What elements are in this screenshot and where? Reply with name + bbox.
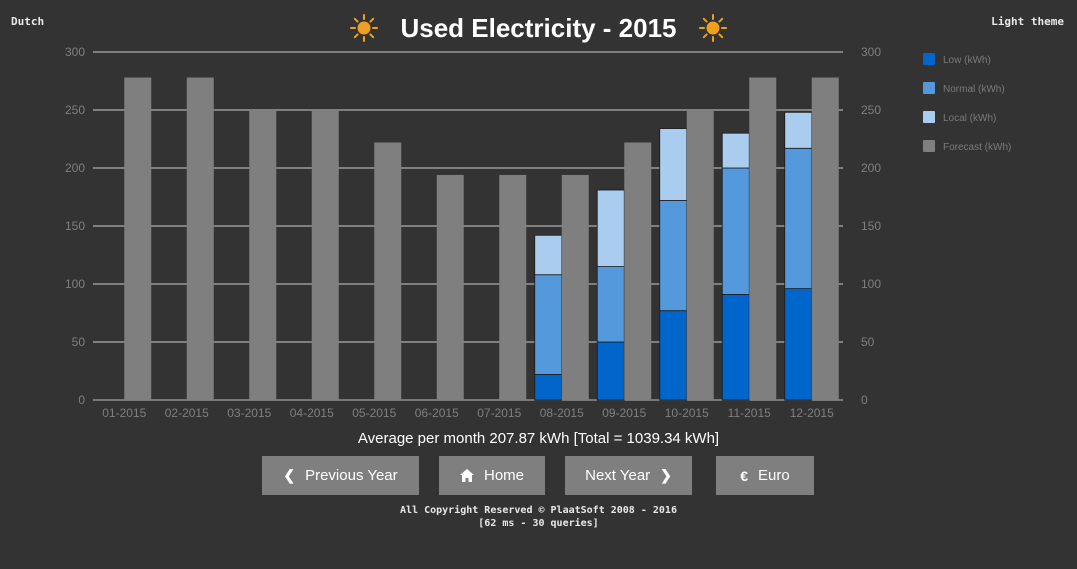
x-tick-label: 05-2015 [352, 406, 396, 420]
y-tick-label-left: 300 [65, 45, 85, 59]
electricity-chart: 0 0 50 50 100 100 150 150 200 200 250 250 300 300 01-2… [65, 45, 1011, 420]
chart-legend: Low (kWh) Normal (kWh) Local (kWh) Forecast… [923, 53, 1011, 153]
bar-local [659, 128, 688, 201]
bar-low [534, 374, 563, 401]
home-icon [459, 469, 474, 482]
x-tick-label: 04-2015 [290, 406, 334, 420]
bar-forecast [249, 110, 277, 400]
bar-low [596, 341, 625, 401]
legend-label: Local (kWh) [943, 113, 996, 124]
legend-swatch [923, 53, 935, 65]
bar-local [784, 111, 813, 149]
home-button[interactable]: Home [439, 456, 545, 495]
x-tick-label: 09-2015 [602, 406, 646, 420]
bar-low [784, 288, 813, 401]
bar-forecast [436, 174, 464, 400]
y-tick-label-left: 200 [65, 161, 85, 175]
previous-year-label: Previous Year [305, 467, 398, 484]
legend-label: Normal (kWh) [943, 84, 1005, 95]
x-tick-label: 06-2015 [415, 406, 459, 420]
legend-label: Low (kWh) [943, 55, 991, 66]
y-tick-label-left: 100 [65, 277, 85, 291]
legend-swatch [923, 82, 935, 94]
y-tick-label-left: 0 [78, 393, 85, 407]
monthly-summary: Average per month 207.87 kWh [Total = 10… [357, 430, 720, 447]
euro-button[interactable]: € Euro [716, 456, 814, 495]
y-tick-label-right: 150 [861, 219, 881, 233]
bar-normal [784, 147, 813, 290]
x-tick-label: 12-2015 [790, 406, 834, 420]
bar-local [596, 189, 625, 267]
bar-local [534, 234, 563, 276]
y-tick-label-right: 0 [861, 393, 868, 407]
x-tick-label: 10-2015 [665, 406, 709, 420]
bar-normal [596, 266, 625, 343]
y-tick-label-right: 250 [861, 103, 881, 117]
sun-icon [350, 14, 379, 42]
bar-forecast [561, 174, 589, 400]
title-row: Used Electricity - 2015 [0, 10, 1077, 46]
bar-forecast [749, 77, 777, 401]
x-tick-label: 11-2015 [728, 406, 771, 420]
y-tick-label-right: 200 [861, 161, 881, 175]
home-label: Home [483, 467, 524, 484]
y-tick-label-left: 150 [65, 219, 85, 233]
bar-forecast [686, 110, 714, 400]
bar-forecast [186, 77, 214, 401]
bar-forecast [624, 142, 652, 401]
bar-normal [721, 167, 750, 295]
legend-swatch [923, 111, 935, 123]
legend-label: Forecast (kWh) [943, 142, 1011, 153]
page-title: Used Electricity - 2015 [400, 12, 677, 43]
x-tick-label: 07-2015 [477, 406, 521, 420]
bar-forecast [811, 77, 839, 401]
euro-icon: € [740, 467, 749, 484]
y-tick-label-right: 50 [861, 335, 875, 349]
sun-icon [698, 14, 727, 42]
chart-grid [93, 51, 843, 401]
chevron-left-icon: ❮ [283, 467, 296, 483]
language-link[interactable]: Dutch [11, 15, 45, 28]
bar-low [721, 294, 750, 401]
chart-bars [124, 77, 839, 401]
y-tick-label-left: 250 [65, 103, 85, 117]
x-tick-label: 08-2015 [540, 406, 584, 420]
y-tick-label-left: 50 [72, 335, 86, 349]
euro-label: Euro [758, 467, 790, 484]
bar-forecast [374, 142, 402, 401]
footer: All Copyright Reserved © PlaatSoft 2008 … [0, 504, 1077, 530]
bar-normal [659, 200, 688, 312]
previous-year-button[interactable]: ❮ Previous Year [262, 456, 419, 495]
x-tick-label: 03-2015 [227, 406, 271, 420]
bar-forecast [124, 77, 152, 401]
legend-swatch [923, 140, 935, 152]
y-tick-label-right: 300 [861, 45, 881, 59]
next-year-label: Next Year [585, 467, 651, 484]
bar-local [721, 132, 750, 169]
bar-forecast [499, 174, 527, 400]
theme-toggle-link[interactable]: Light theme [991, 15, 1064, 28]
chevron-right-icon: ❯ [660, 467, 672, 483]
next-year-button[interactable]: Next Year ❯ [565, 456, 692, 495]
bar-low [659, 310, 688, 401]
copyright-text: All Copyright Reserved © PlaatSoft 2008 … [400, 505, 677, 516]
chart-axes: 0 0 50 50 100 100 150 150 200 200 250 250 300 300 01-2… [65, 45, 881, 420]
x-tick-label: 02-2015 [165, 406, 209, 420]
y-tick-label-right: 100 [861, 277, 881, 291]
x-tick-label: 01-2015 [102, 406, 146, 420]
bar-forecast [311, 110, 339, 400]
bar-normal [534, 274, 563, 375]
render-stats: [62 ms - 30 queries] [478, 518, 599, 529]
